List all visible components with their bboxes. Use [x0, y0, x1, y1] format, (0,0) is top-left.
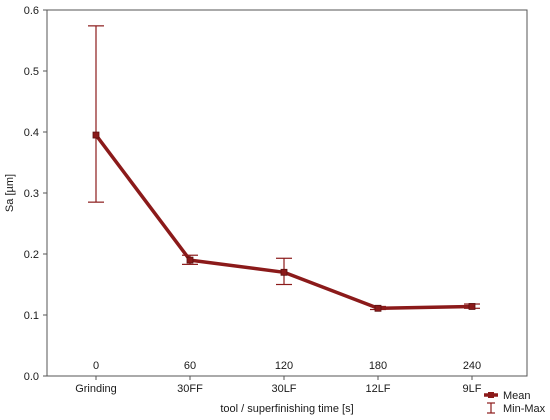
- legend-marker-mean: [488, 392, 494, 398]
- legend-label-minmax: Min-Max: [503, 403, 546, 415]
- time-annotation: 180: [369, 360, 387, 372]
- x-tick-label: 30FF: [177, 383, 203, 395]
- time-annotation: 240: [463, 360, 481, 372]
- y-tick-label: 0.4: [24, 127, 39, 139]
- data-point: [280, 268, 288, 276]
- y-tick-label: 0.1: [24, 310, 39, 322]
- x-tick-label: 9LF: [463, 383, 482, 395]
- time-annotation: 120: [275, 360, 293, 372]
- x-tick-label: 12LF: [365, 383, 390, 395]
- data-point: [374, 304, 382, 312]
- y-tick-label: 0.3: [24, 188, 39, 200]
- data-point: [92, 131, 100, 139]
- y-axis: 0.0 0.1 0.2 0.3 0.4 0.5 0.6: [24, 5, 47, 383]
- series-points: [92, 131, 476, 312]
- y-tick-label: 0.5: [24, 66, 39, 78]
- y-tick-label: 0.2: [24, 249, 39, 261]
- annotations: 0 60 120 180 240: [93, 360, 481, 372]
- time-annotation: 0: [93, 360, 99, 372]
- data-point: [468, 303, 476, 310]
- y-tick-label: 0.0: [24, 371, 39, 383]
- x-axis-title: tool / superfinishing time [s]: [220, 403, 353, 415]
- x-tick-label: Grinding: [75, 383, 117, 395]
- x-tick-label: 30LF: [271, 383, 296, 395]
- time-annotation: 60: [184, 360, 196, 372]
- legend-label-mean: Mean: [503, 390, 531, 402]
- error-bars: [88, 25, 480, 311]
- data-point: [186, 256, 194, 264]
- plot-frame: [46, 9, 528, 377]
- y-axis-title: Sa [µm]: [4, 174, 16, 212]
- x-axis: Grinding 30FF 30LF 12LF 9LF: [75, 376, 482, 395]
- y-tick-label: 0.6: [24, 5, 39, 17]
